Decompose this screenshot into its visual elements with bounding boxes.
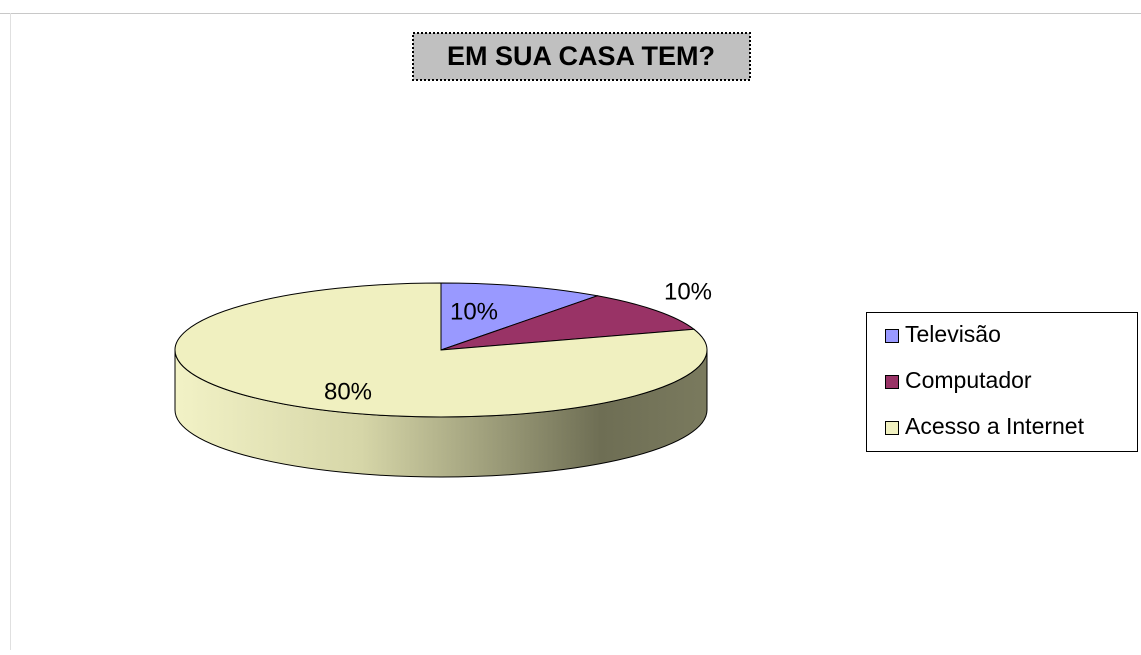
data-label: 10% <box>664 278 712 305</box>
legend-label: Televisão <box>905 321 1001 347</box>
pie-slice <box>174 282 708 418</box>
data-label: 80% <box>324 378 372 405</box>
legend-swatch <box>885 375 899 389</box>
pie-slice <box>440 295 696 351</box>
pie: 10% 10% 80% <box>174 278 712 478</box>
legend <box>866 312 1138 452</box>
legend-label: Acesso a Internet <box>905 413 1085 439</box>
chart-title: EM SUA CASA TEM? <box>447 41 715 71</box>
legend-swatch <box>885 421 899 435</box>
legend-label: Computador <box>905 367 1032 393</box>
legend-swatch <box>885 329 899 343</box>
pie-slice <box>440 282 600 351</box>
title-box <box>412 32 751 81</box>
data-label: 10% <box>450 298 498 325</box>
